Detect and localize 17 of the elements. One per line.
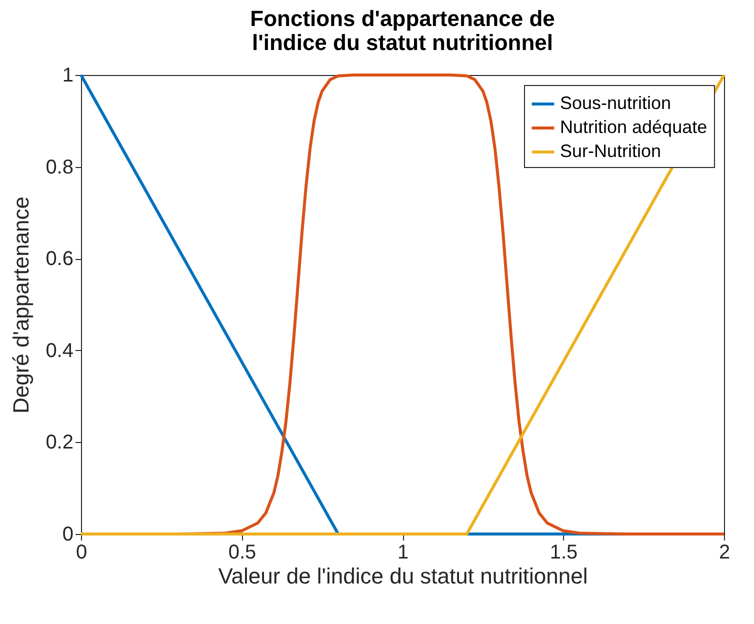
legend-label: Sous-nutrition — [560, 93, 672, 113]
y-tick-label: 0.2 — [46, 432, 74, 454]
y-tick-label: 0 — [62, 524, 74, 546]
x-tick-label: 2 — [718, 542, 730, 564]
x-tick-label: 0 — [76, 542, 88, 564]
y-axis-title: Degré d'appartenance — [8, 196, 34, 414]
y-tick-label: 0.4 — [46, 340, 74, 362]
x-tick-label: 1.5 — [550, 542, 578, 564]
x-tick-label: 1 — [397, 542, 409, 564]
legend-label: Sur-Nutrition — [560, 141, 662, 161]
legend-label: Nutrition adéquate — [560, 117, 708, 137]
y-tick-label: 1 — [62, 64, 74, 86]
chart-title: Fonctions d'appartenance de l'indice du statut nutritionnel — [250, 6, 555, 55]
x-tick-label: 0.5 — [228, 542, 256, 564]
y-tick-label: 0.6 — [46, 248, 74, 270]
y-tick-label: 0.8 — [46, 156, 74, 178]
x-axis-title: Valeur de l'indice du statut nutritionnel — [218, 564, 588, 588]
